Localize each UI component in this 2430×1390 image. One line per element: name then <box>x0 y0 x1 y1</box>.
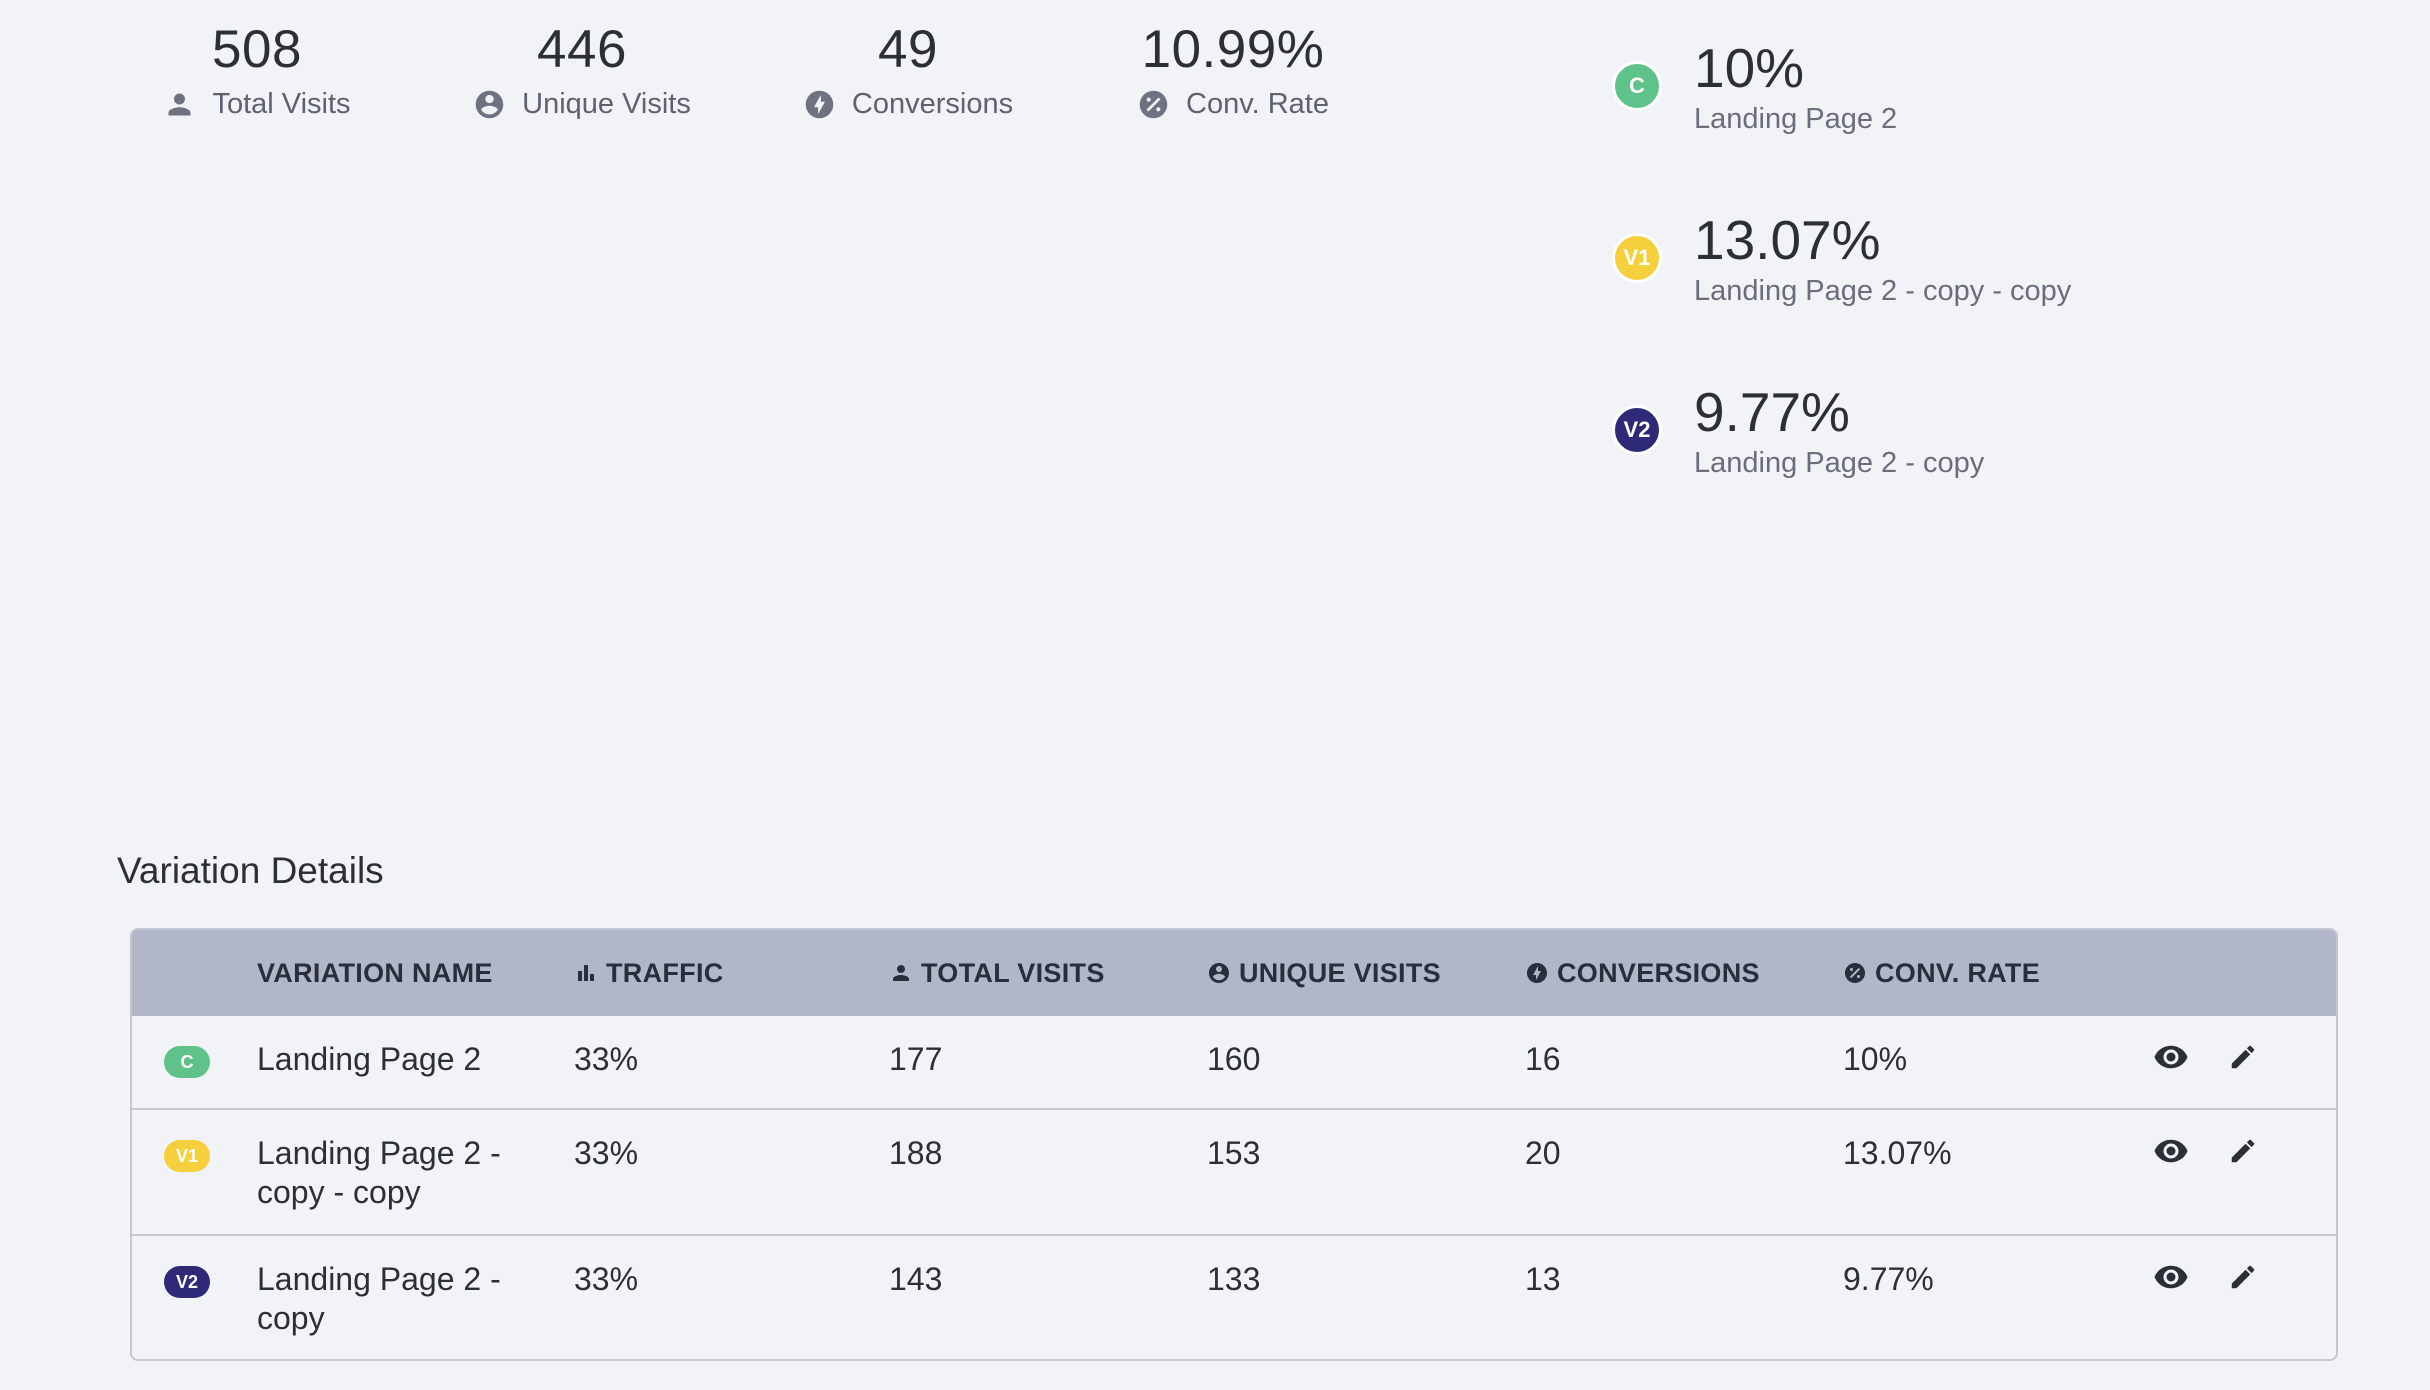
section-title: Variation Details <box>117 850 384 891</box>
variation-summary-control: C 10% Landing Page 2 <box>1612 35 1897 136</box>
total-visits-cell: 188 <box>889 1135 943 1171</box>
table-row: C Landing Page 2 33% 177 160 16 10% <box>132 1016 2336 1108</box>
stat-value: 508 <box>212 20 302 79</box>
stat-conversions: 49 Conversions <box>743 14 1073 121</box>
variation-name: Landing Page 2 <box>1694 103 1898 135</box>
table-header: VARIATION NAME TRAFFIC TOTAL VISITS UNIQ… <box>132 930 2336 1016</box>
stat-value: 446 <box>537 20 627 79</box>
edit-pencil-icon[interactable] <box>2224 1038 2262 1076</box>
person-icon <box>893 965 909 981</box>
col-variation-name[interactable]: VARIATION NAME <box>257 957 493 988</box>
v2-badge: V2 <box>1612 405 1662 455</box>
conversions-cell: 20 <box>1525 1135 1561 1171</box>
table-row: V2 Landing Page 2 - copy 33% 143 133 13 … <box>132 1234 2336 1359</box>
variation-name-cell: Landing Page 2 - copy <box>257 1260 501 1338</box>
variation-details-table: VARIATION NAME TRAFFIC TOTAL VISITS UNIQ… <box>130 928 2338 1361</box>
col-total-visits[interactable]: TOTAL VISITS <box>889 930 1105 1016</box>
traffic-cell: 33% <box>574 1041 639 1077</box>
total-visits-cell: 177 <box>889 1041 943 1077</box>
conversions-cell: 13 <box>1525 1261 1561 1297</box>
stat-label: Total Visits <box>212 88 351 120</box>
percent-icon <box>1139 90 1168 119</box>
variation-name: Landing Page 2 - copy - copy <box>1694 275 2072 307</box>
stat-label: Conv. Rate <box>1186 88 1329 120</box>
bolt-icon <box>1527 963 1547 983</box>
col-traffic[interactable]: TRAFFIC <box>574 930 724 1016</box>
account-circle-icon <box>475 90 504 119</box>
stat-label: Conversions <box>851 88 1014 120</box>
edit-pencil-icon[interactable] <box>2224 1132 2262 1170</box>
bar-chart-icon <box>578 965 594 981</box>
variation-name-line: Landing Page 2 - <box>257 1135 501 1171</box>
preview-eye-icon[interactable] <box>2152 1258 2190 1296</box>
stat-label: Unique Visits <box>522 88 691 120</box>
conv-rate-cell: 13.07% <box>1843 1135 1952 1171</box>
variation-rate: 9.77% <box>1694 381 1850 443</box>
variation-name-line: copy - copy <box>257 1174 421 1210</box>
person-icon <box>168 93 191 116</box>
unique-visits-cell: 133 <box>1207 1261 1261 1297</box>
v1-badge: V1 <box>164 1140 210 1172</box>
stat-total-visits: 508 Total Visits <box>92 14 422 121</box>
edit-pencil-icon[interactable] <box>2224 1258 2262 1296</box>
variation-summary-v1: V1 13.07% Landing Page 2 - copy - copy <box>1612 207 2071 308</box>
variation-summary-v2: V2 9.77% Landing Page 2 - copy <box>1612 379 1984 480</box>
col-conversions[interactable]: CONVERSIONS <box>1525 930 1760 1016</box>
conversions-cell: 16 <box>1525 1041 1561 1077</box>
variation-name-cell: Landing Page 2 <box>257 1041 482 1077</box>
variation-name: Landing Page 2 - copy <box>1694 447 1985 479</box>
unique-visits-cell: 160 <box>1207 1041 1261 1077</box>
table-row: V1 Landing Page 2 - copy - copy 33% 188 … <box>132 1108 2336 1234</box>
stat-conv-rate: 10.99% Conv. Rate <box>1068 14 1398 121</box>
stat-value: 49 <box>878 20 938 79</box>
bolt-icon <box>805 90 834 119</box>
variation-rate: 13.07% <box>1694 209 1881 271</box>
control-badge: C <box>1612 61 1662 111</box>
traffic-cell: 33% <box>574 1261 639 1297</box>
conv-rate-cell: 10% <box>1843 1041 1908 1077</box>
percent-icon <box>1845 963 1865 983</box>
control-badge: C <box>164 1046 210 1078</box>
col-unique-visits[interactable]: UNIQUE VISITS <box>1207 930 1441 1016</box>
stat-value: 10.99% <box>1141 20 1325 79</box>
col-conv-rate[interactable]: CONV. RATE <box>1843 930 2040 1016</box>
conv-rate-cell: 9.77% <box>1843 1261 1934 1297</box>
v2-badge: V2 <box>164 1266 210 1298</box>
variation-name-line: copy <box>257 1300 325 1336</box>
variation-rate: 10% <box>1694 37 1805 99</box>
stat-unique-visits: 446 Unique Visits <box>417 14 747 121</box>
variation-name-line: Landing Page 2 - <box>257 1261 501 1297</box>
preview-eye-icon[interactable] <box>2152 1038 2190 1076</box>
preview-eye-icon[interactable] <box>2152 1132 2190 1170</box>
account-circle-icon <box>1209 963 1229 983</box>
variation-name-cell: Landing Page 2 - copy - copy <box>257 1134 501 1212</box>
unique-visits-cell: 153 <box>1207 1135 1261 1171</box>
total-visits-cell: 143 <box>889 1261 943 1297</box>
traffic-cell: 33% <box>574 1135 639 1171</box>
v1-badge: V1 <box>1612 233 1662 283</box>
